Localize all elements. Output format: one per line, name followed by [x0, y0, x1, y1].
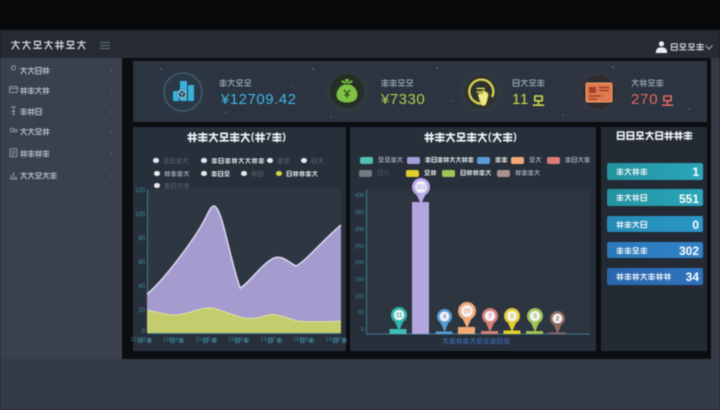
svg-text:11: 11 [395, 313, 402, 319]
svg-text:302: 302 [416, 185, 427, 191]
svg-text:9: 9 [533, 314, 537, 320]
svg-text:10: 10 [464, 309, 471, 315]
svg-text:2: 2 [555, 316, 559, 322]
svg-text:8: 8 [510, 314, 514, 320]
svg-text:7: 7 [488, 314, 492, 320]
svg-text:4: 4 [443, 314, 447, 320]
